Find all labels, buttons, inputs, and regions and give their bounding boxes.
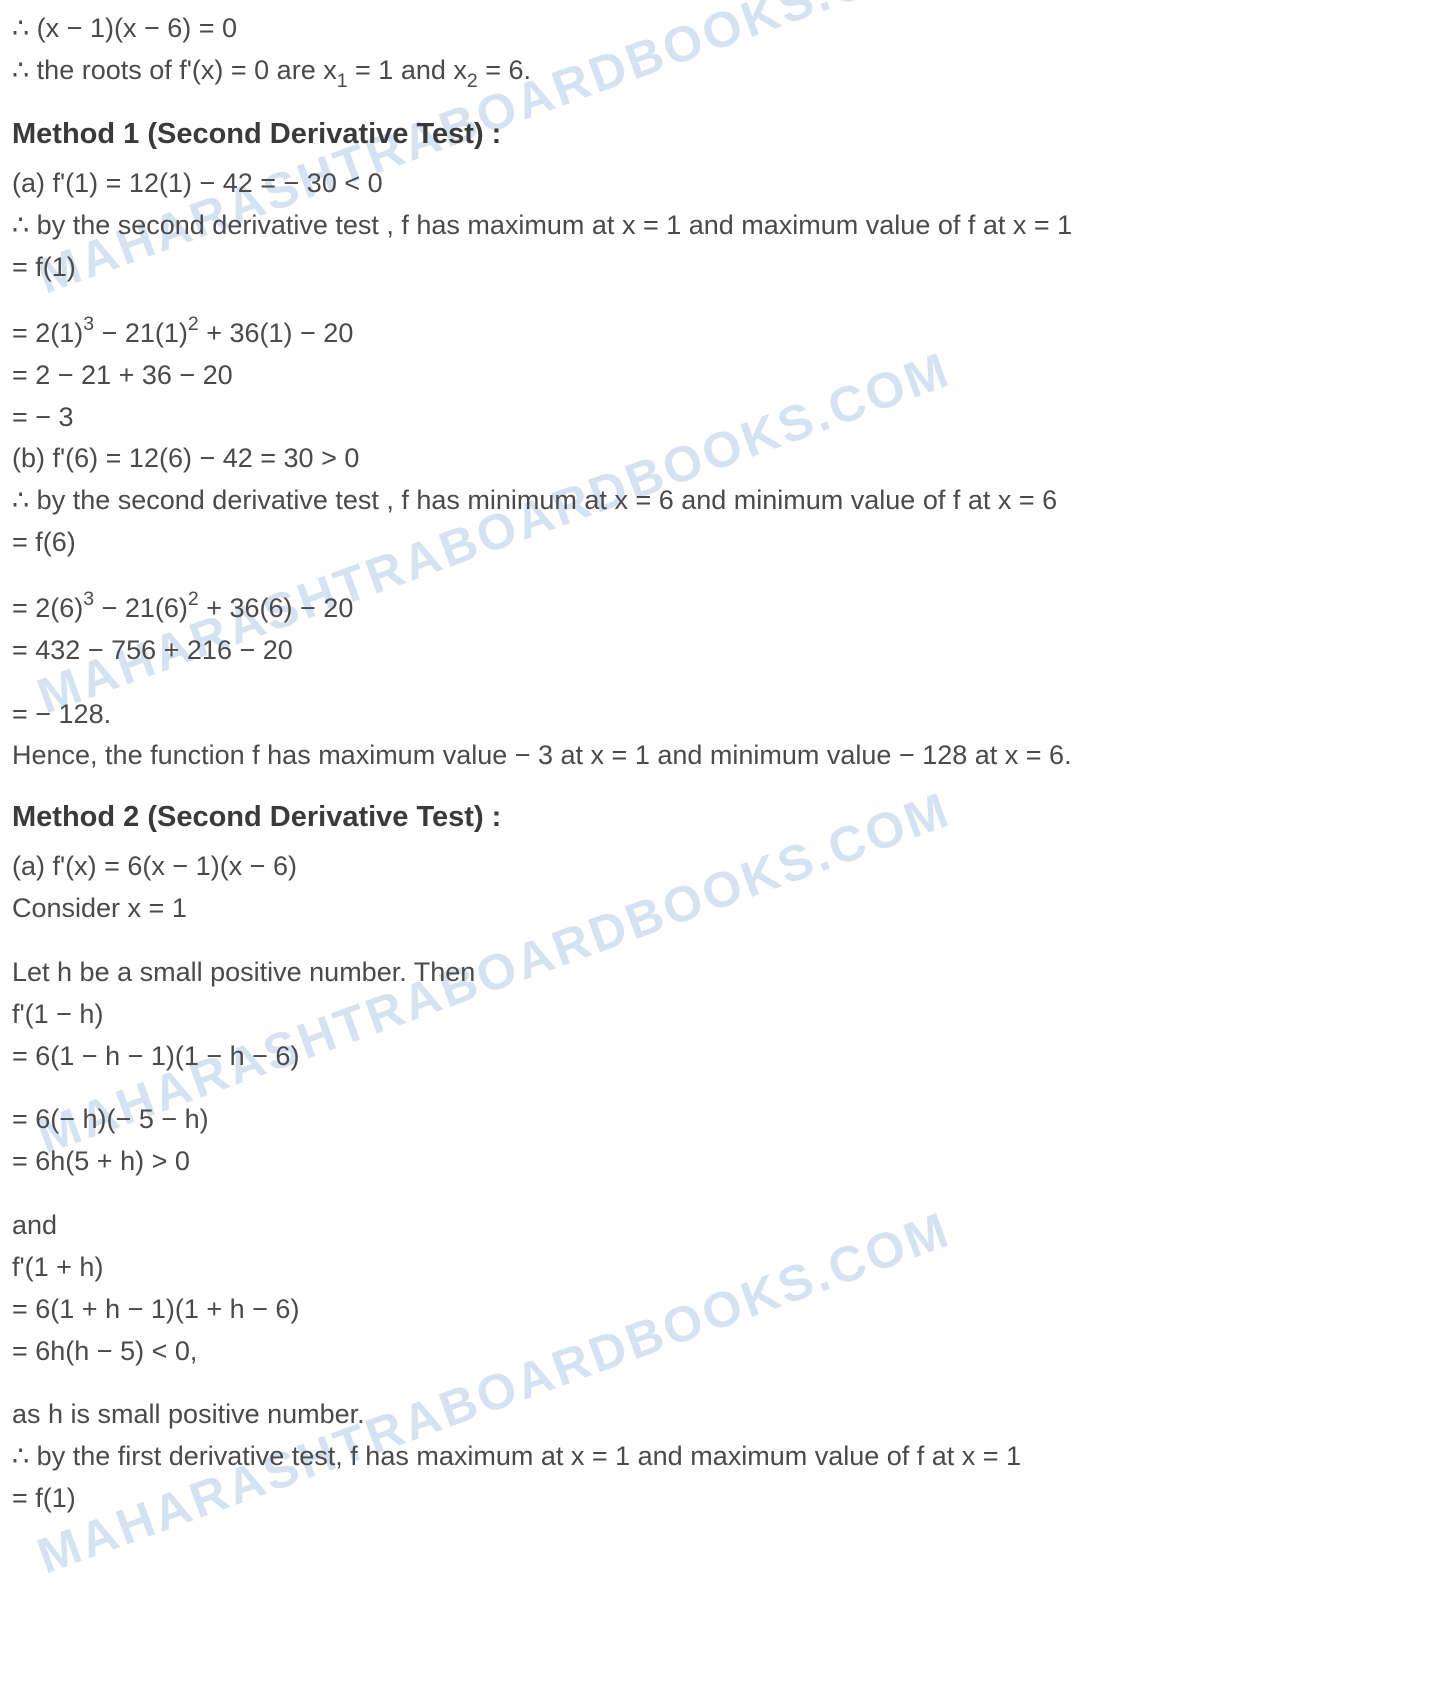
eq-line: = 2 − 21 + 36 − 20 bbox=[12, 355, 1429, 397]
text: − 21(6) bbox=[94, 593, 188, 623]
text: = 2(6) bbox=[12, 593, 83, 623]
method-2-heading: Method 2 (Second Derivative Test) : bbox=[12, 795, 1429, 840]
text: − 21(1) bbox=[94, 318, 188, 348]
eq-line: ∴ by the first derivative test, f has ma… bbox=[12, 1436, 1429, 1478]
text: = 2(1) bbox=[12, 318, 83, 348]
eq-line: f'(1 − h) bbox=[12, 994, 1429, 1036]
text: + 36(1) − 20 bbox=[199, 318, 354, 348]
eq-line: ∴ by the second derivative test , f has … bbox=[12, 480, 1429, 522]
eq-line: = 6(1 + h − 1)(1 + h − 6) bbox=[12, 1289, 1429, 1331]
eq-line: = 432 − 756 + 216 − 20 bbox=[12, 630, 1429, 672]
superscript: 3 bbox=[83, 313, 94, 335]
subscript: 1 bbox=[337, 70, 348, 92]
text: + 36(6) − 20 bbox=[199, 593, 354, 623]
eq-line: = 6h(h − 5) < 0, bbox=[12, 1331, 1429, 1373]
eq-line: (a) f'(x) = 6(x − 1)(x − 6) bbox=[12, 846, 1429, 888]
eq-line: Let h be a small positive number. Then bbox=[12, 952, 1429, 994]
eq-line: = − 128. bbox=[12, 694, 1429, 736]
eq-line: Hence, the function f has maximum value … bbox=[12, 735, 1429, 777]
eq-line: (a) f'(1) = 12(1) − 42 = − 30 < 0 bbox=[12, 163, 1429, 205]
text: = 6. bbox=[478, 55, 531, 85]
eq-line: = f(6) bbox=[12, 522, 1429, 564]
eq-line: ∴ by the second derivative test , f has … bbox=[12, 205, 1429, 247]
eq-line: (b) f'(6) = 12(6) − 42 = 30 > 0 bbox=[12, 438, 1429, 480]
eq-line: ∴ the roots of f'(x) = 0 are x1 = 1 and … bbox=[12, 50, 1429, 95]
text: ∴ the roots of f'(x) = 0 are x bbox=[12, 55, 337, 85]
eq-line: as h is small positive number. bbox=[12, 1394, 1429, 1436]
text: = 1 and x bbox=[348, 55, 467, 85]
eq-line: = 2(1)3 − 21(1)2 + 36(1) − 20 bbox=[12, 311, 1429, 355]
eq-line: = 2(6)3 − 21(6)2 + 36(6) − 20 bbox=[12, 586, 1429, 630]
eq-line: and bbox=[12, 1205, 1429, 1247]
eq-line: Consider x = 1 bbox=[12, 888, 1429, 930]
eq-line: = f(1) bbox=[12, 1478, 1429, 1520]
eq-line: = 6h(5 + h) > 0 bbox=[12, 1141, 1429, 1183]
eq-line: ∴ (x − 1)(x − 6) = 0 bbox=[12, 8, 1429, 50]
eq-line: = 6(1 − h − 1)(1 − h − 6) bbox=[12, 1036, 1429, 1078]
eq-line: f'(1 + h) bbox=[12, 1247, 1429, 1289]
eq-line: = − 3 bbox=[12, 397, 1429, 439]
method-1-heading: Method 1 (Second Derivative Test) : bbox=[12, 112, 1429, 157]
subscript: 2 bbox=[467, 70, 478, 92]
math-solution-text: ∴ (x − 1)(x − 6) = 0 ∴ the roots of f'(x… bbox=[12, 8, 1429, 1520]
superscript: 2 bbox=[188, 313, 199, 335]
superscript: 2 bbox=[188, 588, 199, 610]
eq-line: = f(1) bbox=[12, 247, 1429, 289]
superscript: 3 bbox=[83, 588, 94, 610]
eq-line: = 6(− h)(− 5 − h) bbox=[12, 1099, 1429, 1141]
